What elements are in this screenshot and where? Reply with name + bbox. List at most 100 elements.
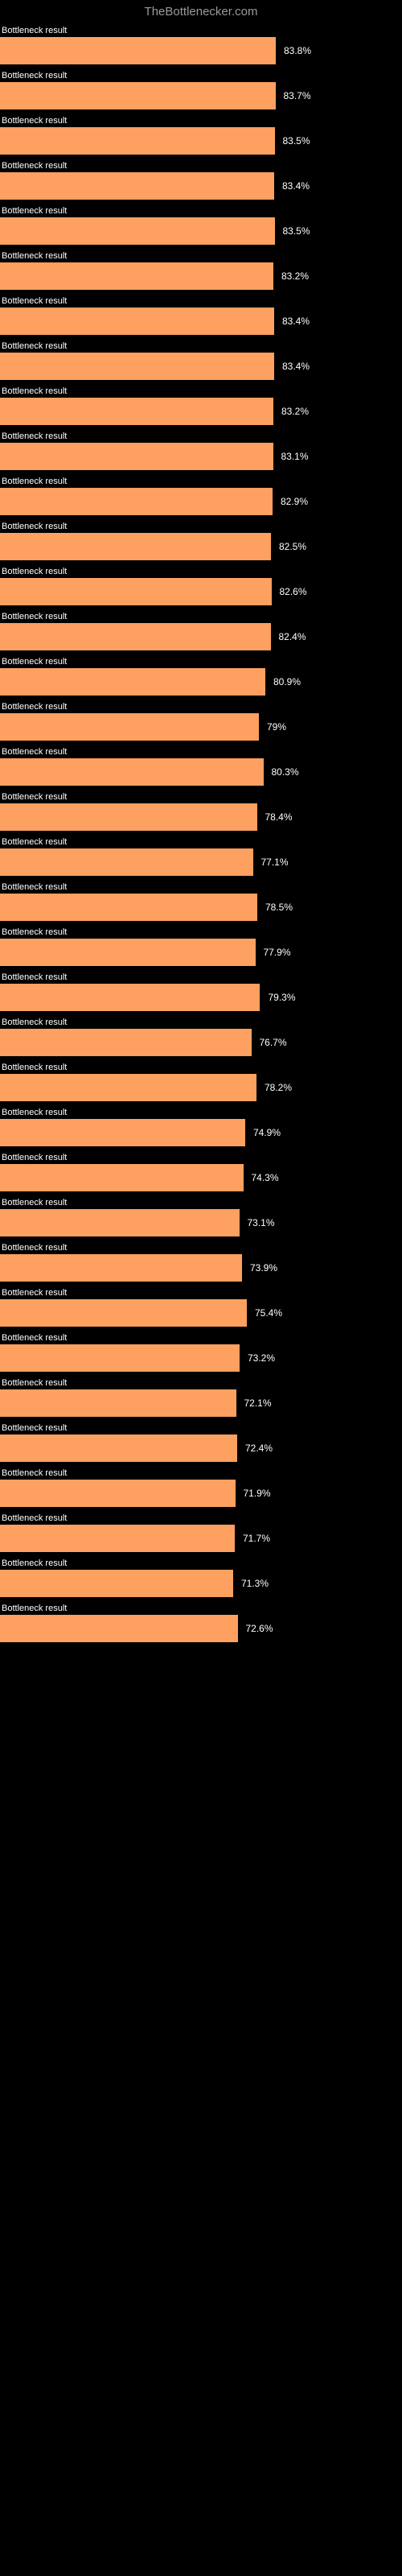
bar-row: Bottleneck result 83.4% [0, 161, 402, 200]
bar-fill: 83.5% [0, 127, 275, 155]
bar-value: 71.3% [241, 1578, 269, 1589]
bar-row: Bottleneck result80.9% [0, 657, 402, 696]
bar-label: Bottleneck result [0, 26, 402, 35]
bar-row: Bottleneck result71.7% [0, 1513, 402, 1552]
bar-fill: 77.9% [0, 939, 256, 966]
bar-label: Bottleneck result [0, 567, 402, 576]
bar-row: Bottleneck result73.9% [0, 1243, 402, 1282]
bar-track: 83.4% [0, 353, 402, 380]
bar-row: Bottleneck result 79% [0, 702, 402, 741]
bar-track: 83.4% [0, 308, 402, 335]
bar-label: Bottleneck result [0, 702, 402, 712]
bar-track: 72.4% [0, 1435, 402, 1462]
bar-value: 79.3% [268, 992, 295, 1003]
bar-value: 75.4% [255, 1307, 282, 1319]
bar-label: Bottleneck result [0, 477, 402, 486]
bar-value: 77.9% [264, 947, 291, 958]
bar-value: 74.3% [252, 1172, 279, 1183]
bar-row: Bottleneck result77.9% [0, 927, 402, 966]
bar-value: 74.9% [253, 1127, 281, 1138]
bar-value: 83.5% [283, 135, 310, 147]
bar-fill: 73.2% [0, 1344, 240, 1372]
bar-row: Bottleneck result73.1% [0, 1198, 402, 1236]
bar-value: 82.5% [279, 541, 306, 552]
bar-row: Bottleneck result77.1% [0, 837, 402, 876]
bar-row: Bottleneck result72.6% [0, 1604, 402, 1642]
bar-fill: 71.3% [0, 1570, 233, 1597]
bar-track: 83.1% [0, 443, 402, 470]
bar-track: 83.5% [0, 217, 402, 245]
bar-track: 83.2% [0, 262, 402, 290]
bar-track: 77.1% [0, 848, 402, 876]
bar-label: Bottleneck result [0, 1288, 402, 1298]
bar-label: Bottleneck result [0, 1153, 402, 1162]
bar-value: 83.2% [281, 270, 309, 282]
bar-track: 83.2% [0, 398, 402, 425]
bar-row: Bottleneck result83.5% [0, 116, 402, 155]
bar-label: Bottleneck result [0, 1108, 402, 1117]
bar-label: Bottleneck result [0, 161, 402, 171]
bar-fill: 74.9% [0, 1119, 245, 1146]
bar-row: Bottleneck result83.7% [0, 71, 402, 109]
bar-track: 76.7% [0, 1029, 402, 1056]
bar-row: Bottleneck result73.2% [0, 1333, 402, 1372]
bar-value: 79% [267, 721, 286, 733]
bar-label: Bottleneck result [0, 1063, 402, 1072]
bar-fill: 82.4% [0, 623, 271, 650]
bar-track: 77.9% [0, 939, 402, 966]
bar-row: Bottleneck result82.4% [0, 612, 402, 650]
bar-value: 83.4% [282, 180, 310, 192]
bar-fill: 77.1% [0, 848, 253, 876]
bar-row: Bottleneck result83.1% [0, 431, 402, 470]
bar-fill: 78.5% [0, 894, 257, 921]
bar-label: Bottleneck result [0, 1378, 402, 1388]
bar-fill: 79.3% [0, 984, 260, 1011]
bar-value: 82.4% [279, 631, 306, 642]
bar-fill: 75.4% [0, 1299, 247, 1327]
bar-label: Bottleneck result [0, 522, 402, 531]
bar-fill: 83.7% [0, 82, 276, 109]
bar-label: Bottleneck result [0, 837, 402, 847]
bar-value: 73.9% [250, 1262, 277, 1274]
bar-track: 72.6% [0, 1615, 402, 1642]
bar-track: 73.9% [0, 1254, 402, 1282]
bar-fill: 83.4% [0, 353, 274, 380]
bar-value: 72.6% [246, 1623, 273, 1634]
bar-track: 71.9% [0, 1480, 402, 1507]
bar-value: 73.1% [248, 1217, 275, 1228]
bar-label: Bottleneck result [0, 1333, 402, 1343]
bar-track: 75.4% [0, 1299, 402, 1327]
bar-row: Bottleneck result80.3% [0, 747, 402, 786]
bar-fill: 82.9% [0, 488, 273, 515]
bar-fill: 72.4% [0, 1435, 237, 1462]
bar-value: 80.3% [272, 766, 299, 778]
bar-label: Bottleneck result [0, 1423, 402, 1433]
bar-row: Bottleneck result 83.8% [0, 26, 402, 64]
bar-row: Bottleneck result 82.5% [0, 522, 402, 560]
bar-label: Bottleneck result [0, 1558, 402, 1568]
bar-fill: 72.1% [0, 1389, 236, 1417]
bar-value: 78.4% [265, 811, 293, 823]
bar-row: Bottleneck result83.4% [0, 341, 402, 380]
bar-label: Bottleneck result [0, 972, 402, 982]
bar-label: Bottleneck result [0, 386, 402, 396]
bar-row: Bottleneck result78.5% [0, 882, 402, 921]
bar-fill: 83.2% [0, 398, 273, 425]
bar-row: Bottleneck result83.5% [0, 206, 402, 245]
bar-value: 71.9% [244, 1488, 271, 1499]
bar-track: 82.5% [0, 533, 402, 560]
bar-track: 79.3% [0, 984, 402, 1011]
bar-value: 83.8% [284, 45, 311, 56]
bar-fill: 83.5% [0, 217, 275, 245]
bar-value: 73.2% [248, 1352, 275, 1364]
bar-track: 73.1% [0, 1209, 402, 1236]
bar-row: Bottleneck result 82.9% [0, 477, 402, 515]
bar-track: 73.2% [0, 1344, 402, 1372]
bar-value: 71.7% [243, 1533, 270, 1544]
bar-track: 82.4% [0, 623, 402, 650]
bar-track: 78.5% [0, 894, 402, 921]
bar-value: 83.1% [281, 451, 309, 462]
bar-value: 83.2% [281, 406, 309, 417]
bar-label: Bottleneck result [0, 657, 402, 667]
bar-label: Bottleneck result [0, 206, 402, 216]
